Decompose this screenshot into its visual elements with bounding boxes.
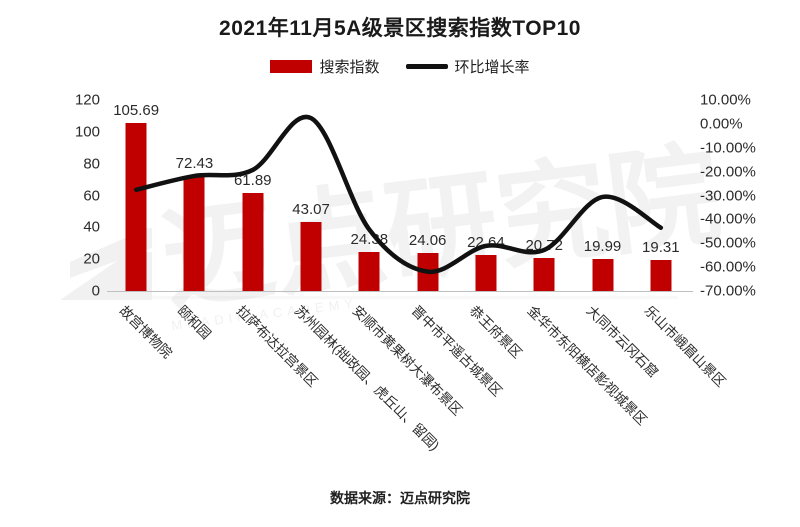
growth-rate-line[interactable]: [136, 117, 661, 272]
bar-value-label: 19.99: [583, 238, 622, 256]
bar-slot: 19.99: [573, 100, 631, 291]
axis-baseline: [107, 291, 693, 292]
chart-legend: 搜索指数 环比增长率: [0, 56, 800, 77]
legend-bar-swatch-icon: [270, 60, 313, 73]
y-axis-right-tick: -60.00%: [700, 258, 756, 276]
x-axis-label: 故宫博物院: [116, 302, 176, 362]
bar[interactable]: [358, 252, 380, 291]
bar-slot: 72.43: [165, 100, 223, 291]
x-axis-label: 颐和园: [175, 302, 215, 343]
y-axis-right-tick: -70.00%: [700, 282, 756, 300]
bar-slot: 105.69: [107, 100, 165, 291]
bar[interactable]: [533, 258, 555, 291]
y-axis-left-tick: 20: [83, 250, 100, 268]
bar[interactable]: [650, 260, 672, 291]
y-axis-left-tick: 120: [74, 91, 100, 109]
legend-item-bar: 搜索指数: [270, 56, 380, 77]
bar[interactable]: [592, 259, 614, 291]
bar-slot: 19.31: [632, 100, 690, 291]
bar-series: 105.69 72.43 61.89 43.07 24.38 24.06 22.64 20.7…: [107, 100, 690, 291]
bar[interactable]: [183, 175, 205, 291]
bar-value-label: 105.69: [113, 101, 160, 119]
legend-item-line: 环比增长率: [405, 56, 530, 77]
page-title: 2021年11月5A级景区搜索指数TOP10: [219, 17, 581, 40]
bar-slot: 43.07: [282, 100, 340, 291]
bar-value-label: 24.06: [408, 231, 447, 249]
line-series: [107, 100, 690, 292]
y-axis-left-tick: 100: [74, 123, 100, 141]
y-axis-right-tick: -20.00%: [700, 163, 756, 181]
y-axis-right-tick: -40.00%: [700, 210, 756, 228]
y-axis-left-tick: 80: [83, 155, 100, 173]
bar[interactable]: [300, 222, 322, 291]
y-axis-right-tick: -30.00%: [700, 187, 756, 204]
y-axis-right-tick: 10.00%: [700, 91, 751, 109]
bar-value-label: 72.43: [175, 154, 214, 172]
y-axis-right-tick: -10.00%: [700, 139, 756, 157]
y-axis-right-tick: 0.00%: [700, 115, 743, 133]
source-note: 数据来源：迈点研究院: [330, 490, 470, 506]
bar-value-label: 19.31: [642, 239, 680, 257]
bar-value-label: 43.07: [292, 201, 330, 219]
bar[interactable]: [125, 122, 147, 291]
y-axis-left-tick: 60: [83, 187, 100, 204]
bar-value-label: 61.89: [233, 171, 272, 189]
x-axis-label: 安顺市黄果树大瀑布景区: [349, 302, 466, 419]
x-axis-labels: 故宫博物院 颐和园 拉萨布达拉宫景区 苏州园林(拙政园、虎丘山、留园) 安顺市黄果树大瀑…: [107, 296, 729, 476]
legend-bar-label: 搜索指数: [319, 59, 380, 76]
legend-line-swatch-icon: [405, 64, 448, 69]
y-axis-left-tick: 0: [91, 282, 100, 300]
legend-line-label: 环比增长率: [454, 59, 530, 76]
y-axis-left: 120 100 80 60 40 20 0: [46, 91, 100, 300]
bar[interactable]: [242, 192, 264, 291]
y-axis-right-tick: -50.00%: [700, 234, 756, 252]
y-axis-left-tick: 40: [83, 218, 100, 236]
bar-slot: 61.89: [224, 100, 282, 291]
bar-slot: 22.64: [457, 100, 515, 291]
y-axis-right: 10.00% 0.00% -10.00% -20.00% -30.00% -40.00% -…: [700, 91, 792, 300]
bar[interactable]: [475, 254, 497, 291]
